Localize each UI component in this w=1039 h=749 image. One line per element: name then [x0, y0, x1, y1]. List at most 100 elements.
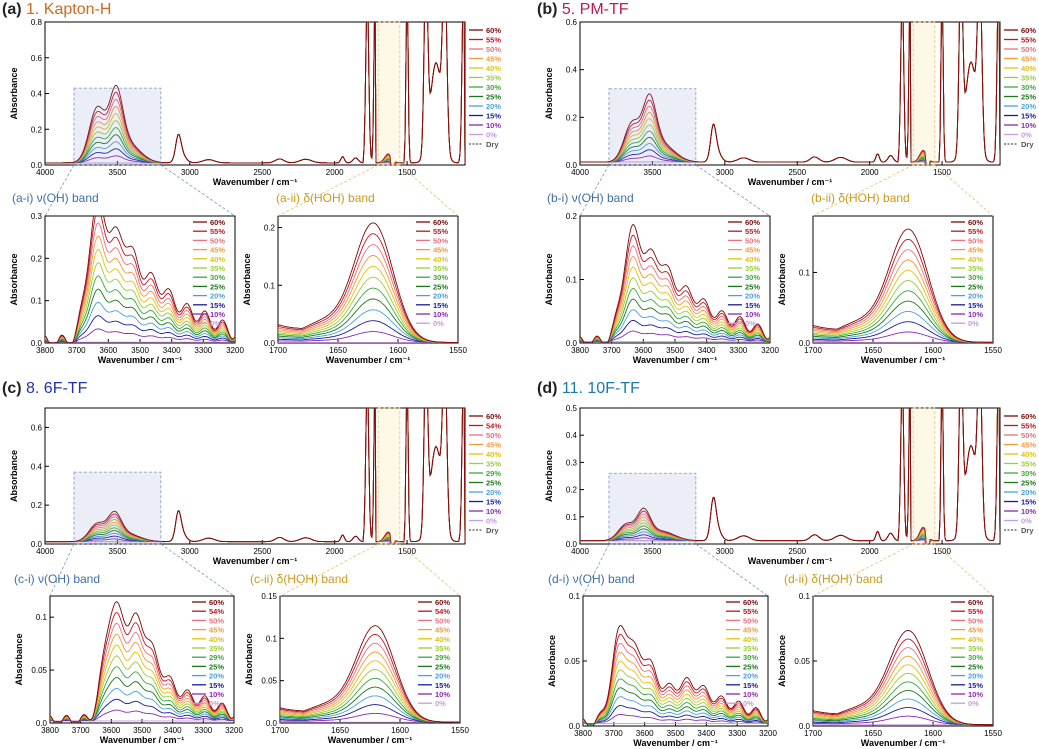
y-tick-label: 0.0: [31, 540, 43, 549]
legend-label: 30%: [433, 273, 448, 282]
legend-label: 15%: [745, 301, 760, 310]
y-axis-label: Absorbance: [544, 450, 554, 502]
series-line-25%: [45, 288, 235, 343]
legend-label: 25%: [486, 479, 501, 488]
y-tick-label: 0.8: [31, 18, 43, 27]
hoh-zoom-connector: [934, 543, 994, 597]
legend-label: 35%: [1021, 460, 1036, 469]
y-axis-label: Absorbance: [9, 450, 19, 502]
legend-label: 45%: [435, 626, 450, 635]
x-tick-label: 1500: [933, 168, 951, 177]
x-tick-label: 3500: [644, 547, 662, 556]
y-axis-label: Absorbance: [544, 253, 554, 305]
x-tick-label: 3500: [666, 346, 684, 355]
x-axis-label: Wavenumber / cm⁻¹: [326, 355, 410, 365]
x-tick-label: 3400: [697, 729, 715, 738]
hoh-zoom-connector: [934, 164, 994, 217]
x-tick-label: 3000: [181, 547, 199, 556]
y-axis-label: Absorbance: [9, 253, 19, 305]
x-tick-label: 3800: [36, 346, 54, 355]
hoh-region-box: [912, 21, 936, 166]
x-axis-label: Wavenumber / cm⁻¹: [213, 556, 297, 566]
legend-label: 20%: [745, 292, 760, 301]
x-tick-label: 3800: [571, 346, 589, 355]
legend-label: 30%: [210, 273, 225, 282]
legend-label: 55%: [1021, 422, 1036, 431]
plot-frame-a-ii: [277, 215, 459, 344]
x-tick-label: 3000: [716, 168, 734, 177]
legend-label: 25%: [743, 662, 758, 671]
x-tick-label: 1650: [331, 726, 349, 735]
legend-label: 15%: [743, 681, 758, 690]
x-tick-label: 3300: [729, 346, 747, 355]
legend-label: 25%: [210, 282, 225, 291]
plot-frame-b-ii: [812, 215, 994, 344]
y-tick-label: 0.0: [566, 540, 578, 549]
x-tick-label: 1500: [933, 547, 951, 556]
legend-label: 35%: [209, 644, 224, 653]
series-line-20%: [278, 309, 458, 343]
series-line-15%: [580, 319, 770, 343]
y-tick-label: 0.1: [264, 281, 276, 290]
legend-label: 45%: [209, 626, 224, 635]
legend-label: 60%: [435, 598, 450, 607]
legend-label: 55%: [433, 227, 448, 236]
legend-label: 0%: [486, 517, 497, 526]
y-tick-label: 0.3: [566, 458, 578, 467]
legend-label: 45%: [968, 626, 983, 635]
legend-label: 20%: [743, 672, 758, 681]
chart-a-ii: 1700 1650 1600 1550 0.0 0.1 0.2 Wavenumber / cm…: [242, 215, 467, 365]
panel-a-ii-title: (a-ii) δ(HOH) band: [276, 191, 375, 205]
legend-label: 25%: [968, 282, 983, 291]
legend-label: 30%: [968, 653, 983, 662]
y-tick-label: 0.0: [266, 719, 278, 728]
x-tick-label: 3700: [68, 346, 86, 355]
legend-label: 55%: [210, 227, 225, 236]
series-group-a-ii: [278, 222, 458, 343]
x-tick-label: 2000: [861, 547, 879, 556]
y-tick-label: 0.1: [799, 268, 811, 277]
x-tick-label: 3000: [181, 168, 199, 177]
y-tick-label: 0.0: [31, 339, 43, 348]
x-tick-label: 2500: [788, 168, 806, 177]
hoh-zoom-connector: [812, 164, 914, 217]
legend-label: 40%: [210, 255, 225, 264]
x-tick-label: 2000: [861, 168, 879, 177]
y-tick-label: 0.0: [36, 719, 48, 728]
series-line-60%: [50, 601, 234, 723]
x-tick-label: 3700: [603, 346, 621, 355]
series-line-15%: [583, 705, 768, 725]
x-tick-label: 3800: [574, 729, 592, 738]
legend-label: 25%: [968, 662, 983, 671]
series-line-50%: [813, 647, 993, 726]
legend-label: 15%: [968, 301, 983, 310]
legend-label: 15%: [435, 681, 450, 690]
legend-label: 30%: [968, 273, 983, 282]
x-tick-label: 2500: [788, 547, 806, 556]
x-tick-label: 4000: [36, 168, 54, 177]
legend-label: 50%: [435, 616, 450, 625]
legend-label: 60%: [486, 26, 501, 35]
y-tick-label: 0.0: [566, 339, 578, 348]
chart-d-i: 3800 3700 3600 3500 3400 3300 3200 0.0 0.05 0.1 Wa…: [547, 592, 777, 748]
series-group-d: [580, 408, 1000, 544]
series-line-45%: [45, 235, 235, 343]
y-tick-label: 0.0: [799, 722, 811, 731]
x-tick-label: 1550: [449, 346, 467, 355]
legend-label: Dry: [1021, 140, 1034, 149]
legend-label: 45%: [210, 246, 225, 255]
legend-label: 45%: [486, 55, 501, 64]
y-axis-label: Absorbance: [777, 253, 787, 305]
series-line-55%: [813, 238, 993, 343]
chart-d-ii: 1700 1650 1600 1550 0.0 0.05 0.1 Wavenumber / c…: [777, 592, 1002, 748]
legend-label: 10%: [968, 310, 983, 319]
legend-label: 15%: [1021, 112, 1036, 121]
y-tick-label: 0.6: [31, 54, 43, 63]
x-tick-label: 3400: [164, 726, 182, 735]
x-tick-label: 1500: [398, 168, 416, 177]
legend-label: 20%: [968, 292, 983, 301]
oh-region-box: [73, 471, 162, 545]
y-tick-label: 0.5: [566, 404, 578, 413]
legend-label: 20%: [486, 488, 501, 497]
legend-label: 45%: [968, 246, 983, 255]
